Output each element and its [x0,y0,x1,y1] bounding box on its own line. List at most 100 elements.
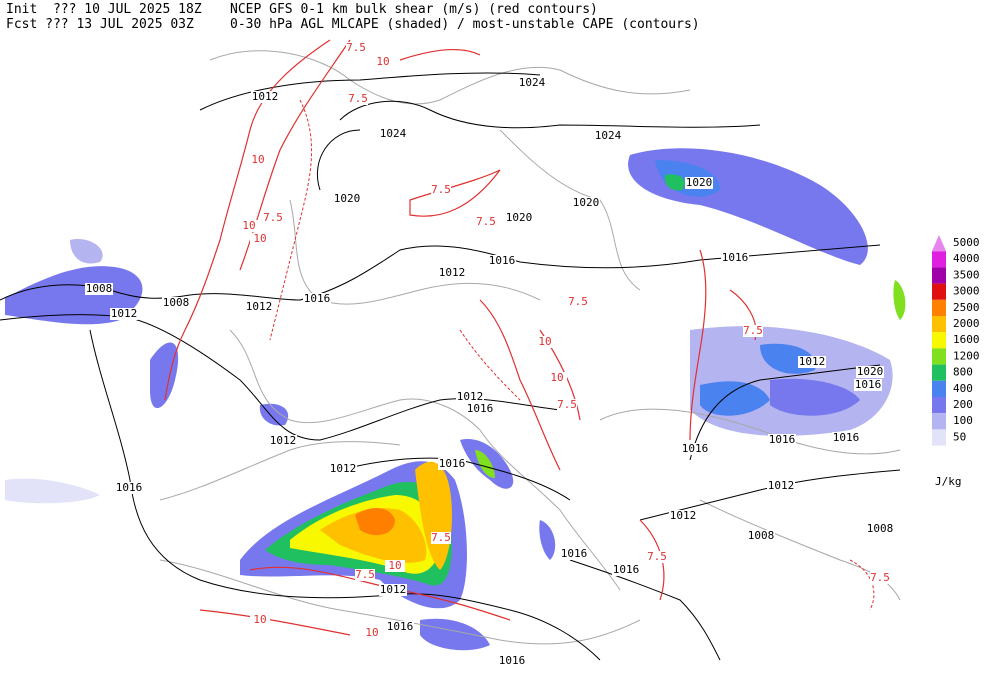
isobar-label: 1016 [561,547,588,560]
label-bg [866,523,894,535]
legend-label: 3500 [953,268,980,281]
label-bg [466,403,494,415]
isobar-label: 1016 [613,563,640,576]
isobar-label: 1016 [682,442,709,455]
shear-label: 7.5 [355,568,375,581]
label-bg [162,297,190,309]
label-bg [251,91,279,103]
label-bg [250,614,270,626]
label-bg [568,296,588,308]
isobar-label: 1020 [857,365,884,378]
isobar-label: 1016 [116,481,143,494]
legend-swatch [932,316,946,333]
header-field: NCEP GFS 0-1 km bulk shear (m/s) (red co… [230,2,598,17]
isobar-label: 1016 [499,654,526,667]
shear-label: 7.5 [568,295,588,308]
shear-label: 10 [253,232,266,245]
label-bg [476,216,496,228]
isobar-label: 1008 [163,296,190,309]
isobar-label: 1012 [768,479,795,492]
label-bg [385,560,405,572]
legend-swatch [932,348,946,365]
shear-label: 10 [538,335,551,348]
shear-label: 10 [251,153,264,166]
legend-swatch [932,397,946,414]
legend-label: 3000 [953,285,980,298]
label-bg [798,356,826,368]
shear-label: 7.5 [557,398,577,411]
label-bg [386,621,414,633]
isobars [0,72,901,661]
label-bg [346,42,366,54]
isobar-label: 1016 [833,431,860,444]
label-bg [505,212,533,224]
legend-swatch [932,235,946,251]
legend-label: 1600 [953,333,980,346]
legend-label: 1200 [953,349,980,362]
isobar-label: 1016 [304,292,331,305]
shear-label: 7.5 [647,550,667,563]
label-bg [431,184,451,196]
legend-swatch [932,299,946,316]
legend-label: 400 [953,382,973,395]
legend-label: 4000 [953,252,980,265]
legend-swatch [932,283,946,300]
label-bg [535,336,555,348]
isobar-label: 1012 [670,509,697,522]
isobar-label: 1024 [595,129,622,142]
isobar-label: 1016 [387,620,414,633]
shear-label: 10 [253,613,266,626]
label-bg [438,458,466,470]
label-bg [269,435,297,447]
isobar-label: 1024 [519,76,546,89]
label-bg [856,366,884,378]
label-bg [110,308,138,320]
isobar-label: 1012 [111,307,138,320]
shear-label: 7.5 [476,215,496,228]
label-bg [333,193,361,205]
label-bg [431,532,451,544]
shear-label: 7.5 [346,41,366,54]
isobar-label: 1008 [86,282,113,295]
label-bg [373,56,393,68]
label-bg [239,220,259,232]
label-bg [743,325,763,337]
label-bg [329,463,357,475]
shear-label: 7.5 [431,531,451,544]
label-bg [832,432,860,444]
label-bg [547,372,567,384]
label-bg [248,154,268,166]
label-bg [594,130,622,142]
isobar-label: 1016 [439,457,466,470]
isobar-label: 1020 [573,196,600,209]
legend-label: 2500 [953,301,980,314]
label-bg [721,252,749,264]
label-bg [245,301,273,313]
isobar-label: 1016 [722,251,749,264]
legend-swatch [932,380,946,397]
isobar-label: 1024 [380,127,407,140]
shear-label: 7.5 [870,571,890,584]
shear-label: 10 [388,559,401,572]
label-bg [263,212,283,224]
label-bg [488,255,516,267]
label-bg [557,399,577,411]
legend-label: 200 [953,398,973,411]
label-bg [747,530,775,542]
label-bg [870,572,890,584]
legend: J/kg 5000 4000 3500 3000 2500 2000 1600 1200 800… [932,235,980,488]
header-fcst: Fcst ??? 13 JUL 2025 03Z [6,17,194,32]
header-init: Init ??? 10 JUL 2025 18Z [6,2,202,17]
isobar-label: 1012 [439,266,466,279]
legend-label: 50 [953,430,966,443]
label-bg [438,267,466,279]
label-bg [612,564,640,576]
label-bg [854,379,882,391]
legend-swatch [932,267,946,284]
shear-label: 7.5 [263,211,283,224]
legend-swatch [932,429,946,446]
shear-label: 7.5 [743,324,763,337]
label-bg [768,434,796,446]
